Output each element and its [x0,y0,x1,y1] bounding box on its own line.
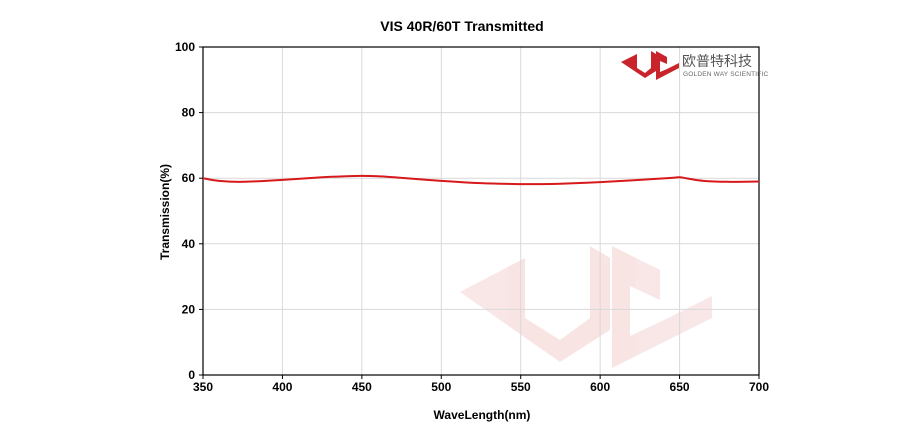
y-tick-label: 0 [188,368,195,382]
y-tick-label: 100 [175,40,195,54]
chart-title: VIS 40R/60T Transmitted [380,18,543,34]
y-axis-label: Transmission(%) [158,164,172,260]
x-axis-label: WaveLength(nm) [434,408,531,422]
x-tick-label: 350 [193,380,213,394]
brand-name-en: GOLDEN WAY SCIENTIFIC [683,71,768,78]
x-tick-label: 650 [670,380,690,394]
x-tick-label: 500 [431,380,451,394]
y-tick-label: 80 [182,106,196,120]
y-tick-label: 20 [182,302,196,316]
x-tick-label: 400 [272,380,292,394]
y-tick-label: 40 [182,237,196,251]
series-line [202,174,760,186]
brand-logo: 欧普特科技 GOLDEN WAY SCIENTIFIC [621,51,768,80]
y-axis: 0 20 40 60 80 100 [175,40,203,382]
watermark-logo [460,246,712,368]
x-tick-label: 700 [749,380,769,394]
y-tick-label: 60 [182,171,196,185]
x-tick-label: 450 [352,380,372,394]
x-tick-label: 550 [511,380,531,394]
brand-name-cn: 欧普特科技 [682,54,752,70]
brand-mark-icon [621,51,679,80]
x-axis: 350 400 450 500 550 600 650 700 [193,375,769,394]
plot-frame [202,46,760,376]
x-tick-label: 600 [590,380,610,394]
